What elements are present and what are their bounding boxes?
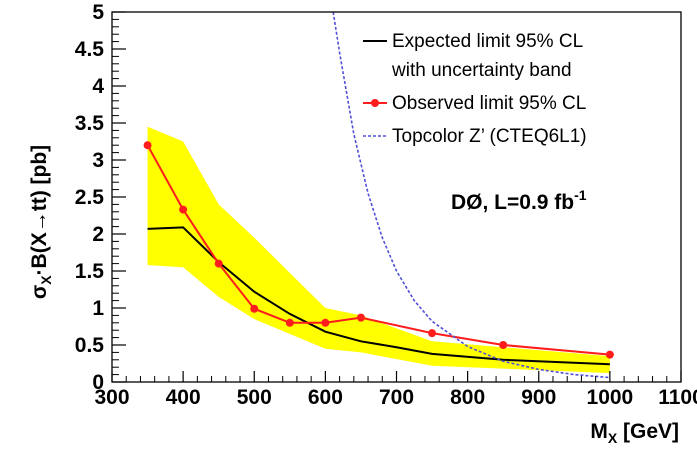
legend-observed: Observed limit 95% CL <box>392 93 586 114</box>
x-axis-title: MX [GeV] <box>590 420 679 446</box>
observed-point <box>605 350 614 359</box>
y-tick-label: 2.5 <box>75 186 105 209</box>
observed-point <box>143 141 152 150</box>
y-tick-label: 1 <box>92 297 104 320</box>
observed-point <box>214 259 223 268</box>
annotation-main: DØ, L=0.9 fb <box>451 191 574 214</box>
observed-point <box>321 318 330 327</box>
observed-point <box>428 329 437 338</box>
x-tick-label: 800 <box>450 386 485 409</box>
observed-limit-line <box>146 144 610 356</box>
topcolor-curve <box>332 11 610 379</box>
observed-point <box>285 318 294 327</box>
y-tick-label: 3.5 <box>75 112 105 135</box>
x-tick-label: 700 <box>379 386 414 409</box>
legend-expected-line2: with uncertainty band <box>391 60 572 81</box>
legend-expected-line1: Expected limit 95% CL <box>392 31 583 52</box>
x-tick-label: 400 <box>166 386 201 409</box>
y-tick-label: 4.5 <box>75 38 105 61</box>
legend-topcolor: Topcolor Z’ (CTEQ6L1) <box>392 126 587 147</box>
x-tick-label: 600 <box>308 386 343 409</box>
y-axis-title-prefix: σ <box>28 285 51 299</box>
x-tick-label: 500 <box>237 386 272 409</box>
y-tick-label: 0 <box>92 371 104 394</box>
y-tick-label: 1.5 <box>75 260 105 283</box>
y-tick-label: 5 <box>92 1 104 24</box>
x-axis-title-unit: [GeV] <box>617 420 679 443</box>
y-tick-label: 4 <box>92 75 104 98</box>
expected-limit-line <box>147 226 610 366</box>
observed-point <box>356 313 365 322</box>
x-tick-label: 900 <box>521 386 556 409</box>
observed-point <box>250 304 259 313</box>
y-axis-title-sub: X <box>38 275 54 285</box>
legend: Expected limit 95% CL with uncertainty b… <box>363 31 587 147</box>
y-tick-label: 0.5 <box>75 334 105 357</box>
uncertainty-band <box>147 126 610 374</box>
legend-observed-marker <box>371 99 379 107</box>
experiment-annotation: DØ, L=0.9 fb-1 <box>451 187 587 214</box>
x-tick-label: 1000 <box>587 386 634 409</box>
y-axis-title-rest: ·B(X→tt) [pb] <box>28 145 51 276</box>
annotation-sup: -1 <box>574 187 587 203</box>
observed-point <box>499 341 508 349</box>
x-axis-title-main: M <box>590 420 608 443</box>
observed-point <box>179 205 188 214</box>
x-tick-label: 300 <box>94 386 129 409</box>
x-axis-title-sub: X <box>608 430 618 446</box>
y-tick-label: 3 <box>92 149 104 172</box>
y-axis-title: σX·B(X→tt) [pb] <box>28 145 54 299</box>
y-tick-label: 2 <box>92 223 104 246</box>
